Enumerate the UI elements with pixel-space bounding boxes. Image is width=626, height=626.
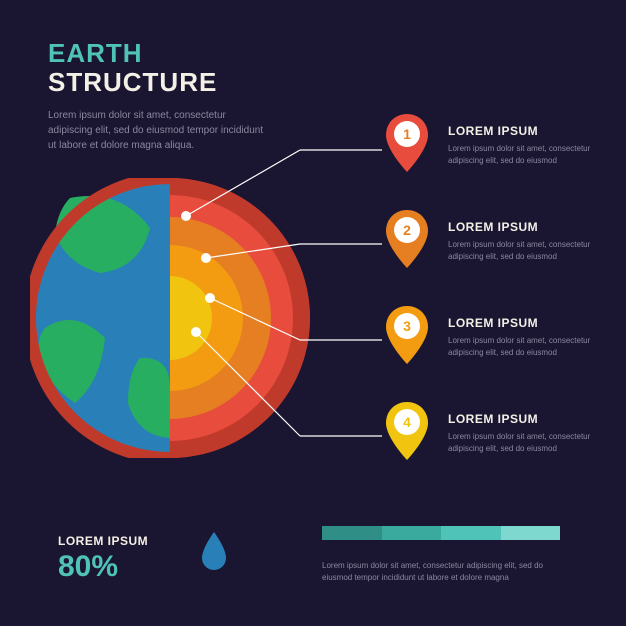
item-body: Lorem ipsum dolor sit amet, consectetur … [448, 431, 598, 455]
item-text-4: LOREM IPSUM Lorem ipsum dolor sit amet, c… [448, 412, 598, 455]
stat-value: 80% [58, 550, 148, 584]
bar-segment-1 [322, 526, 382, 540]
pin-number: 1 [394, 121, 420, 147]
stat-block: LOREM IPSUM 80% [58, 534, 148, 584]
bar-segment-4 [501, 526, 561, 540]
item-text-2: LOREM IPSUM Lorem ipsum dolor sit amet, c… [448, 220, 598, 263]
bar-segment-3 [441, 526, 501, 540]
map-pin-4: 4 [382, 400, 432, 462]
item-title: LOREM IPSUM [448, 124, 598, 138]
progress-bar [322, 526, 560, 540]
bar-caption: Lorem ipsum dolor sit amet, consectetur … [322, 560, 560, 584]
bar-segment-2 [382, 526, 442, 540]
stat-label: LOREM IPSUM [58, 534, 148, 548]
item-title: LOREM IPSUM [448, 412, 598, 426]
map-pin-3: 3 [382, 304, 432, 366]
title-line1: EARTH [48, 38, 268, 69]
map-pin-1: 1 [382, 112, 432, 174]
item-text-3: LOREM IPSUM Lorem ipsum dolor sit amet, c… [448, 316, 598, 359]
item-body: Lorem ipsum dolor sit amet, consectetur … [448, 239, 598, 263]
title-line2: STRUCTURE [48, 67, 268, 98]
item-body: Lorem ipsum dolor sit amet, consectetur … [448, 143, 598, 167]
map-pin-2: 2 [382, 208, 432, 270]
callout-dot-3 [205, 293, 215, 303]
water-drop-icon [200, 532, 228, 570]
bottom-section: LOREM IPSUM 80% Lorem ipsum dolor sit am… [0, 502, 626, 592]
pin-number: 2 [394, 217, 420, 243]
item-text-1: LOREM IPSUM Lorem ipsum dolor sit amet, c… [448, 124, 598, 167]
subtitle-text: Lorem ipsum dolor sit amet, consectetur … [48, 108, 268, 153]
pin-number: 4 [394, 409, 420, 435]
callout-dot-1 [181, 211, 191, 221]
callout-dot-2 [201, 253, 211, 263]
title-block: EARTH STRUCTURE Lorem ipsum dolor sit am… [48, 38, 268, 153]
item-body: Lorem ipsum dolor sit amet, consectetur … [448, 335, 598, 359]
item-title: LOREM IPSUM [448, 316, 598, 330]
item-title: LOREM IPSUM [448, 220, 598, 234]
pin-number: 3 [394, 313, 420, 339]
callout-dot-4 [191, 327, 201, 337]
earth-diagram [30, 178, 310, 458]
